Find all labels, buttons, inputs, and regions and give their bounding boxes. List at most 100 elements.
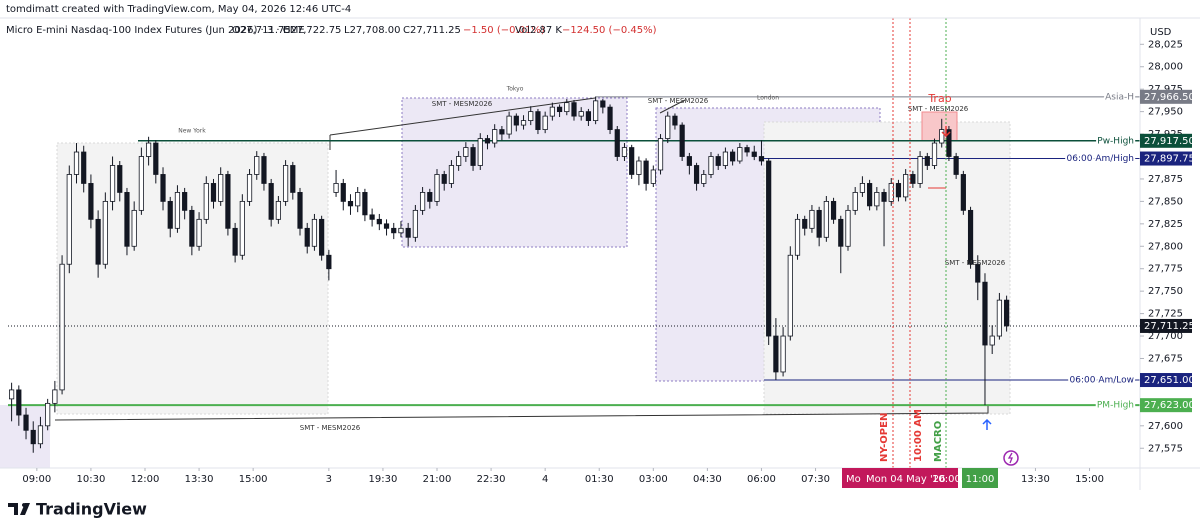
candle-body bbox=[427, 192, 433, 202]
last-price-tag bbox=[1140, 318, 1192, 333]
candle-body bbox=[225, 174, 231, 229]
annotation: SMT - MESM2026 bbox=[945, 259, 1006, 267]
x-tick-label: 22:30 bbox=[477, 474, 506, 485]
candle-body bbox=[830, 200, 837, 220]
candle-body bbox=[564, 102, 570, 113]
candle-body bbox=[924, 156, 930, 166]
candle-body bbox=[138, 156, 144, 211]
candle-body bbox=[816, 209, 822, 238]
x-tick-label: 12:00 bbox=[131, 474, 160, 485]
y-tick-label: 27,675 bbox=[1148, 353, 1183, 364]
candle-body bbox=[686, 156, 692, 166]
candle-body bbox=[758, 156, 765, 162]
header-field: −124.50 (−0.45%) bbox=[562, 25, 657, 36]
candle-body bbox=[773, 335, 779, 373]
header-field: −1.50 (−0.01%) bbox=[463, 25, 545, 36]
candle-body bbox=[484, 138, 491, 144]
candle-body bbox=[982, 281, 988, 346]
candle-body bbox=[967, 209, 974, 265]
level-tag bbox=[1140, 89, 1192, 104]
candle-body bbox=[326, 254, 332, 270]
credit: tomdimatt created with TradingView.com, … bbox=[6, 4, 351, 15]
crosshair-tag bbox=[842, 468, 958, 488]
candle-body bbox=[701, 174, 707, 184]
candle-body bbox=[910, 174, 916, 184]
candle-body bbox=[333, 183, 339, 193]
x-tick-label: 03:00 bbox=[639, 474, 668, 485]
smt-lines bbox=[54, 97, 989, 421]
candle-body bbox=[766, 160, 772, 337]
x-tick-label: 13:30 bbox=[185, 474, 214, 485]
candle-body bbox=[434, 174, 440, 202]
session-box bbox=[56, 142, 329, 415]
candle-body bbox=[347, 200, 354, 207]
candle-body bbox=[463, 147, 469, 157]
y-tick-label: 27,825 bbox=[1148, 219, 1183, 230]
session-label: New York bbox=[178, 128, 206, 135]
annotation: SMT - MESM2026 bbox=[648, 97, 709, 105]
x-tick-label: 01:30 bbox=[585, 474, 614, 485]
level-value: 27,623.00 bbox=[1144, 400, 1195, 411]
candle-body bbox=[629, 147, 635, 175]
candle-body bbox=[672, 115, 678, 126]
last-price-value: 27,711.25 bbox=[1144, 321, 1195, 332]
candle-body bbox=[636, 160, 642, 175]
candle-body bbox=[304, 227, 310, 247]
annotation: SMT - MESM2026 bbox=[908, 105, 969, 113]
x-tick-label: 4 bbox=[542, 474, 548, 485]
candle-body bbox=[254, 156, 260, 175]
candle-body bbox=[838, 218, 844, 247]
candle-body bbox=[81, 151, 87, 184]
x-tick-label: 15:00 bbox=[1075, 474, 1104, 485]
level-name: 06:00 Am/High bbox=[1067, 154, 1134, 164]
y-tick-label: 27,700 bbox=[1148, 331, 1183, 342]
x-tick-label: 07:30 bbox=[801, 474, 830, 485]
candle-body bbox=[16, 389, 22, 416]
crosshair-label: 11:00 bbox=[966, 474, 995, 485]
candle-body bbox=[319, 218, 325, 256]
candle-body bbox=[722, 151, 729, 166]
candle-body bbox=[66, 174, 72, 265]
x-tick-label: 04:30 bbox=[693, 474, 722, 485]
level-name: Asia-H bbox=[1105, 92, 1134, 102]
header-field: Micro E-mini Nasdaq-100 Index Futures (J… bbox=[6, 25, 305, 36]
candle-body bbox=[528, 111, 534, 122]
candle-body bbox=[398, 227, 404, 234]
candle-body bbox=[939, 129, 945, 144]
candle-body bbox=[867, 183, 873, 207]
alert-icon[interactable] bbox=[1003, 450, 1019, 466]
brand-mark bbox=[8, 503, 30, 515]
candle-body bbox=[102, 200, 108, 265]
candle-body bbox=[218, 174, 224, 202]
candle-body bbox=[520, 120, 527, 126]
candle-body bbox=[506, 115, 512, 135]
session-box bbox=[763, 121, 1011, 415]
crosshair-label: 10:00 bbox=[932, 474, 961, 485]
candle-body bbox=[109, 165, 116, 202]
header-field: H27,722.75 bbox=[283, 25, 341, 36]
level-name: PM-High bbox=[1097, 401, 1134, 411]
candle-body bbox=[946, 129, 952, 157]
y-tick-label: 27,600 bbox=[1148, 421, 1183, 432]
candle-body bbox=[975, 263, 981, 283]
candle-body bbox=[470, 147, 476, 166]
candle-body bbox=[95, 218, 101, 265]
candle-body bbox=[131, 209, 137, 247]
candle-body bbox=[571, 102, 577, 117]
candle-body bbox=[52, 389, 58, 404]
level-value: 27,897.75 bbox=[1144, 154, 1195, 165]
alert-icon-bolt bbox=[1007, 452, 1013, 464]
x-tick-label: 13:30 bbox=[1021, 474, 1050, 485]
y-tick-label: 27,800 bbox=[1148, 241, 1183, 252]
y-tick-label: 27,775 bbox=[1148, 264, 1183, 275]
candle-body bbox=[174, 192, 181, 229]
candle-body bbox=[895, 183, 902, 198]
crosshair-label: Mon 04 May '26 bbox=[866, 474, 946, 485]
candle-body bbox=[23, 414, 29, 431]
candle-body bbox=[593, 100, 599, 122]
candle-body bbox=[45, 402, 51, 427]
y-tick-label: 27,575 bbox=[1148, 443, 1183, 454]
candle-body bbox=[708, 156, 714, 175]
candle-body bbox=[189, 209, 195, 247]
candle-body bbox=[585, 111, 592, 122]
